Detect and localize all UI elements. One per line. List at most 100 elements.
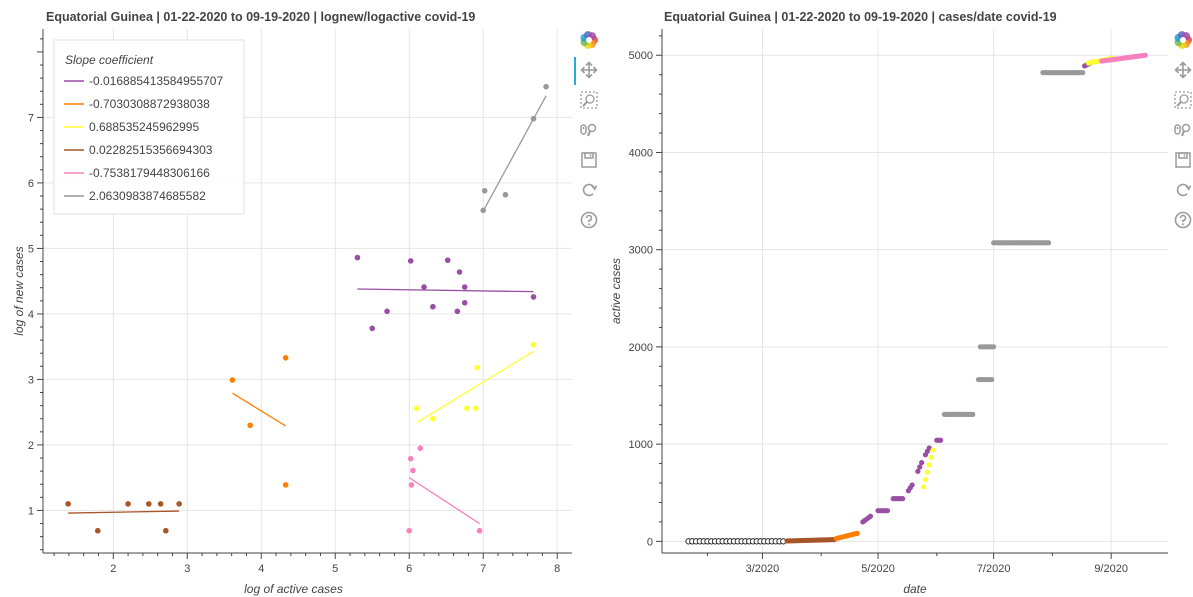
x-axis-label: log of active cases — [244, 582, 343, 596]
segment-3 — [833, 530, 860, 542]
fit-line — [416, 350, 534, 424]
data-point — [410, 467, 416, 474]
chart-2-title: Equatorial Guinea | 01-22-2020 to 09-19-… — [664, 10, 1057, 24]
y-tick-label: 0 — [647, 536, 653, 548]
x-tick-label: 7/2020 — [977, 563, 1011, 575]
data-point — [474, 364, 481, 371]
data-point — [530, 294, 537, 300]
reset-icon[interactable] — [576, 177, 602, 203]
y-tick-label: 1000 — [629, 439, 653, 451]
data-point — [229, 377, 236, 383]
data-point — [421, 284, 427, 290]
data-point — [924, 469, 930, 475]
data-point — [413, 405, 420, 412]
legend-label: -0.016885413584955707 — [89, 74, 223, 88]
series-4 — [65, 501, 182, 534]
data-point — [530, 115, 537, 122]
data-point — [920, 484, 927, 490]
y-tick-label: 6 — [28, 178, 34, 190]
x-tick-label: 5/2020 — [861, 563, 895, 575]
data-point — [282, 355, 289, 361]
data-point — [530, 341, 537, 348]
chart-2-axes: 3/2020 5/2020 7/2020 9/2020 0 1000 2000 3000 400… — [609, 29, 1168, 596]
data-point — [1080, 70, 1086, 76]
x-tick-label: 2 — [110, 563, 116, 575]
data-point — [146, 501, 152, 507]
data-point — [94, 527, 101, 534]
data-point — [928, 454, 934, 460]
pan-icon[interactable] — [576, 57, 602, 83]
y-tick-label: 3000 — [629, 245, 653, 257]
data-point — [464, 405, 470, 412]
y-tick-label: 5 — [28, 243, 34, 255]
right-toolbar — [1170, 27, 1193, 247]
x-tick-label: 6 — [406, 563, 412, 575]
pan-icon[interactable] — [1170, 57, 1193, 83]
x-tick-label: 7 — [480, 563, 486, 575]
segment-6 — [941, 70, 1086, 417]
data-point — [989, 376, 995, 383]
reset-icon[interactable] — [1170, 177, 1193, 203]
fit-line — [408, 477, 480, 525]
data-point — [926, 462, 932, 468]
chart-1-legend: Slope coefficient -0.016885413584955707 -0… — [53, 39, 245, 215]
segment-5 — [920, 447, 936, 490]
legend-title: Slope coefficient — [65, 53, 154, 67]
chart-1-title: Equatorial Guinea | 01-22-2020 to 09-19-… — [46, 10, 475, 24]
chart-2: Equatorial Guinea | 01-22-2020 to 09-19-… — [609, 10, 1168, 596]
data-point — [282, 482, 289, 488]
y-tick-label: 5000 — [629, 50, 653, 62]
data-point — [917, 464, 923, 470]
data-point — [65, 501, 71, 507]
box-zoom-icon[interactable] — [1170, 87, 1193, 113]
data-point — [884, 508, 891, 514]
box-zoom-icon[interactable] — [576, 87, 602, 113]
data-point — [854, 530, 860, 536]
chart-1: Equatorial Guinea | 01-22-2020 to 09-19-… — [12, 10, 572, 596]
chart-1-series — [65, 83, 549, 534]
legend-box — [53, 39, 245, 215]
y-tick-label: 4000 — [629, 147, 653, 159]
chart-1-axes: 2 3 4 5 6 7 8 1 2 3 4 5 6 7 log of active cases log of … — [12, 29, 572, 596]
x-tick-label: 3 — [184, 563, 190, 575]
wheel-zoom-icon[interactable] — [1170, 117, 1193, 143]
save-icon[interactable] — [576, 147, 602, 173]
x-tick-label: 9/2020 — [1094, 563, 1128, 575]
data-point — [407, 455, 414, 462]
save-icon[interactable] — [1170, 147, 1193, 173]
data-point — [163, 527, 169, 534]
series-1 — [354, 254, 537, 332]
data-point — [157, 501, 164, 507]
help-icon[interactable] — [576, 207, 602, 233]
fit-line — [482, 95, 547, 212]
y-tick-label: 4 — [28, 309, 34, 321]
fit-line — [232, 392, 287, 427]
data-point — [176, 501, 182, 507]
data-point — [384, 308, 390, 315]
bokeh-logo-icon[interactable] — [576, 27, 602, 53]
wheel-zoom-icon[interactable] — [576, 117, 602, 143]
x-tick-label: 3/2020 — [746, 563, 780, 575]
bokeh-logo-icon[interactable] — [1170, 27, 1193, 53]
y-tick-label: 7 — [28, 112, 34, 124]
data-point — [407, 258, 414, 264]
data-point — [481, 187, 488, 194]
data-point — [408, 482, 415, 488]
segment-4 — [860, 437, 944, 525]
data-point — [354, 254, 361, 261]
data-point — [922, 476, 929, 483]
data-point — [502, 191, 509, 198]
fit-line — [68, 510, 180, 514]
y-tick-label: 1 — [28, 505, 34, 517]
help-icon[interactable] — [1170, 207, 1193, 233]
data-point — [919, 459, 925, 466]
segment-1 — [685, 538, 787, 545]
data-point — [915, 468, 921, 474]
data-point — [970, 411, 976, 417]
data-point — [543, 83, 549, 90]
series-2 — [229, 355, 289, 488]
x-tick-label: 5 — [332, 563, 338, 575]
active-tool-indicator — [574, 57, 576, 85]
data-point — [247, 422, 253, 429]
legend-label: 0.688535245962995 — [89, 120, 199, 134]
